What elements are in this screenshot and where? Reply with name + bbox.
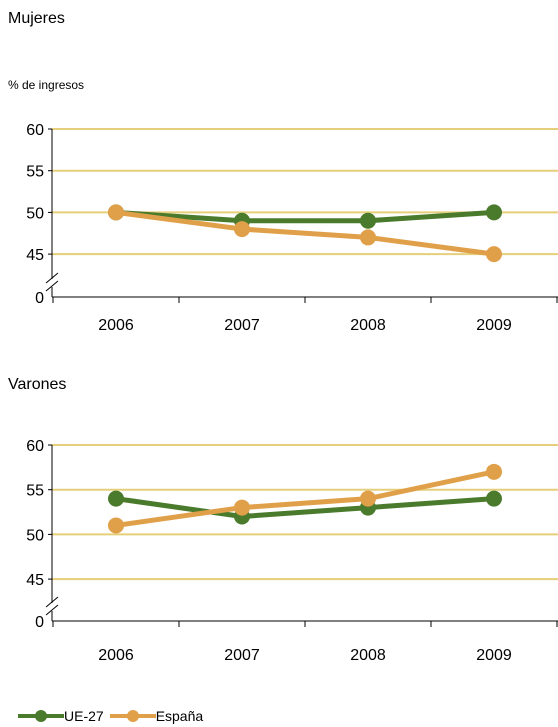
chart-0-x-label-2009: 2009 [476,317,512,334]
chart-1-series-0-point-3 [486,490,502,507]
chart-0-series-1-point-0 [108,204,124,221]
chart-0-series-1-line [115,209,495,257]
chart-1-series-0-line [115,496,495,520]
chart-title-varones: Varones [8,376,67,393]
chart-1-x-label-2006: 2006 [98,647,134,664]
chart-1-y-tick-50: 50 [26,527,44,544]
chart-1-y-tick-45: 45 [26,572,44,589]
chart-0-y-tick-50: 50 [26,205,44,222]
chart-1-series-1-point-0 [108,517,124,534]
chart-0-series-0-line [115,209,495,224]
chart-0-series-1-point-1 [234,221,250,238]
chart-1-x-label-2008: 2008 [350,647,386,664]
chart-0-series-0-point-2 [360,212,376,229]
chart-0-x-label-2008: 2008 [350,317,386,334]
legend-label-ue27: UE-27 [64,708,104,724]
chart-1-series-0-point-0 [108,490,124,507]
legend: UE-27 España [18,708,209,724]
legend-item-ue27: UE-27 [18,708,104,724]
chart-1-series-1-point-2 [360,490,376,507]
legend-marker-ue27 [35,710,47,722]
legend-swatch-ue27 [18,710,64,722]
chart-1-x-label-2007: 2007 [224,647,260,664]
chart-0-y-tick-60: 60 [26,122,44,139]
chart-0-x-label-2007: 2007 [224,317,260,334]
chart-0-axis-break-1 [45,272,59,284]
chart-1-y-tick-60: 60 [26,438,44,455]
legend-marker-espana [126,710,139,722]
chart-0-y-tick-0: 0 [35,290,44,307]
chart-0-series-1-point-3 [486,246,502,263]
chart-1-series-1-point-3 [486,463,502,480]
chart-1-y-tick-55: 55 [26,483,44,500]
y-axis-label: % de ingresos [8,78,85,92]
chart-0-series-1-point-2 [360,229,376,246]
chart-0-series-0-point-3 [486,204,502,221]
chart-1-series-1-line [115,469,495,528]
chart-1-axis-break-2 [45,604,59,616]
chart-1-y-tick-0: 0 [35,614,44,631]
chart-0-y-tick-55: 55 [26,164,44,181]
chart-0-x-label-2006: 2006 [98,317,134,334]
chart-1-series-1-point-1 [234,499,250,516]
chart-1-axis-break-1 [45,596,59,608]
legend-item-espana: España [109,708,204,724]
chart-title-mujeres: Mujeres [8,10,65,27]
chart-0-y-tick-45: 45 [26,247,44,264]
legend-label-espana: España [155,708,204,724]
chart-1-x-label-2009: 2009 [476,647,512,664]
chart-0-axis-break-2 [45,280,59,292]
legend-swatch-espana [109,710,156,722]
